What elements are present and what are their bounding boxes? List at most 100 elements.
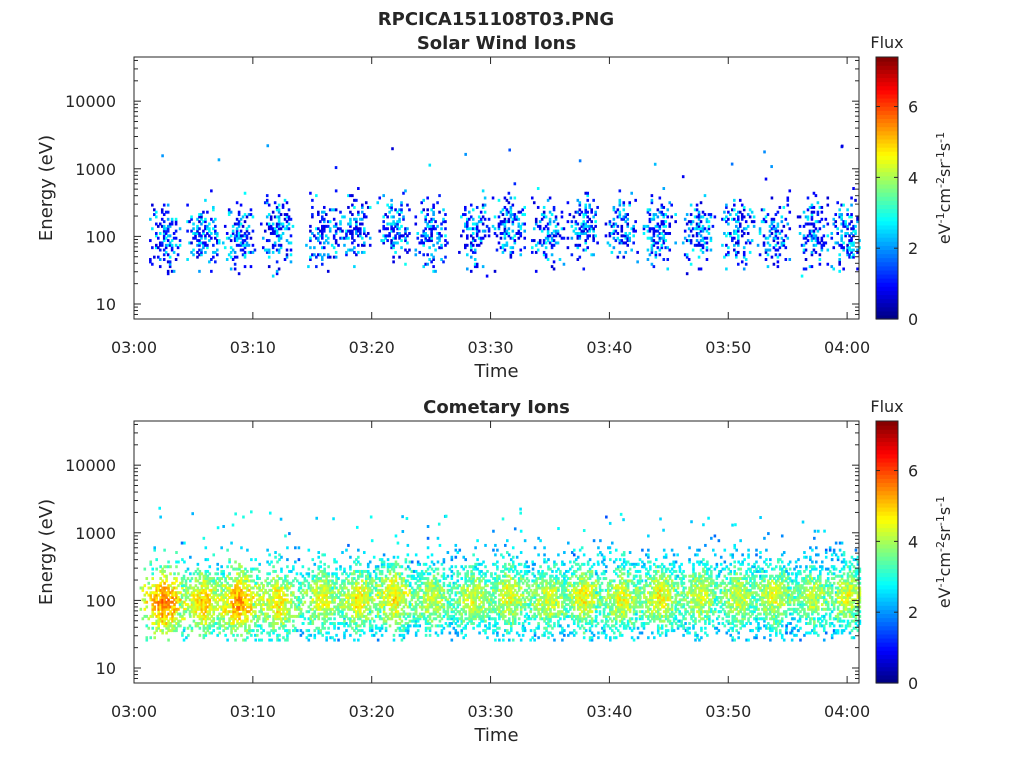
heatmap-cell [632, 241, 635, 245]
heatmap-cell [278, 600, 281, 604]
heatmap-cell [386, 227, 389, 231]
heatmap-cell [294, 595, 297, 599]
heatmap-cell [426, 546, 430, 550]
heatmap-cell [370, 629, 374, 633]
heatmap-cell [590, 220, 593, 224]
heatmap-cell [315, 598, 319, 602]
heatmap-cell [418, 577, 422, 581]
heatmap-cell [210, 595, 214, 599]
heatmap-cell [214, 250, 217, 254]
heatmap-cell [834, 220, 838, 224]
heatmap-cell [382, 600, 386, 604]
heatmap-cell [404, 189, 407, 193]
heatmap-cell [610, 250, 614, 254]
heatmap-cell [222, 614, 225, 618]
heatmap-cell [505, 198, 509, 202]
heatmap-cell [532, 201, 536, 205]
colorbar-segment [876, 249, 898, 255]
heatmap-cell [315, 591, 319, 595]
colorbar-segment [876, 261, 898, 267]
heatmap-cell [440, 593, 444, 597]
heatmap-cell [301, 595, 305, 599]
heatmap-cell [699, 243, 703, 247]
heatmap-cell [251, 215, 255, 219]
heatmap-cell [762, 241, 766, 245]
heatmap-cell [834, 213, 838, 217]
heatmap-cell [359, 231, 362, 235]
heatmap-cell [778, 253, 782, 257]
heatmap-cell [650, 262, 654, 266]
heatmap-cell [244, 574, 247, 578]
heatmap-cell [396, 241, 399, 245]
heatmap-cell [335, 593, 338, 597]
heatmap-cell [398, 586, 402, 590]
heatmap-cell [335, 633, 338, 637]
heatmap-cell [175, 593, 178, 597]
heatmap-cell [234, 577, 237, 581]
heatmap-cell [206, 626, 210, 630]
heatmap-cell [166, 239, 170, 243]
heatmap-cell [416, 574, 420, 578]
heatmap-cell [386, 591, 390, 595]
heatmap-cell [274, 605, 277, 609]
heatmap-cell [204, 586, 208, 590]
heatmap-cell [491, 196, 495, 200]
heatmap-cell [740, 260, 744, 264]
heatmap-cell [276, 610, 279, 614]
heatmap-cell [386, 584, 390, 588]
heatmap-cell [582, 220, 586, 224]
heatmap-cell [390, 617, 394, 621]
heatmap-cell [224, 633, 227, 637]
heatmap-cell [254, 581, 258, 585]
heatmap-cell [372, 603, 376, 607]
heatmap-cell [758, 229, 762, 233]
heatmap-cell [225, 258, 229, 261]
heatmap-cell [186, 258, 189, 261]
heatmap-cell [176, 612, 180, 616]
heatmap-cell [228, 605, 231, 609]
heatmap-cell [285, 227, 289, 231]
heatmap-cell [400, 624, 404, 628]
heatmap-cell [248, 631, 251, 635]
heatmap-cell [426, 555, 430, 559]
heatmap-cell [388, 603, 392, 607]
heatmap-cell [307, 584, 311, 588]
heatmap-cell [826, 262, 830, 266]
heatmap-cell [511, 220, 515, 224]
heatmap-cell [701, 250, 705, 254]
heatmap-cell [422, 581, 426, 585]
heatmap-cell [693, 208, 697, 212]
heatmap-cell [392, 241, 395, 245]
heatmap-cell [432, 224, 435, 228]
heatmap-cell [372, 555, 376, 559]
heatmap-cell [646, 258, 650, 261]
heatmap-cell [166, 203, 170, 207]
heatmap-cell [766, 236, 770, 240]
heatmap-cell [428, 220, 431, 224]
heatmap-cell [235, 239, 239, 243]
heatmap-cell [501, 243, 505, 247]
heatmap-cell [418, 612, 422, 616]
heatmap-cell [740, 203, 744, 207]
heatmap-cell [331, 581, 334, 585]
heatmap-cell [204, 593, 208, 597]
heatmap-cell [850, 243, 853, 247]
colorbar-segment [876, 290, 898, 296]
heatmap-cell [378, 614, 382, 618]
heatmap-cell [418, 614, 422, 618]
heatmap-cell [169, 584, 172, 588]
heatmap-cell [370, 624, 374, 628]
heatmap-cell [390, 579, 394, 583]
heatmap-cell [752, 220, 756, 224]
heatmap-cell [442, 584, 446, 588]
heatmap-cell [454, 629, 458, 633]
heatmap-cell [380, 565, 384, 569]
heatmap-cell [376, 577, 380, 581]
heatmap-cell [562, 262, 566, 266]
heatmap-cell [464, 205, 467, 209]
heatmap-cell [501, 231, 505, 235]
heatmap-cell [324, 239, 328, 243]
heatmap-cell [226, 593, 229, 597]
heatmap-cell [230, 584, 233, 588]
heatmap-cell [580, 222, 584, 226]
